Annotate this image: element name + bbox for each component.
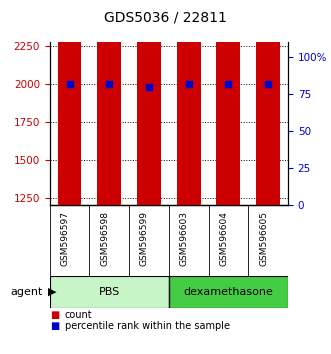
Bar bbox=[137, 0, 161, 205]
Point bbox=[186, 81, 191, 87]
Text: GSM596603: GSM596603 bbox=[180, 211, 189, 266]
Bar bbox=[97, 0, 121, 205]
Bar bbox=[256, 138, 280, 354]
Text: GSM596597: GSM596597 bbox=[61, 211, 70, 266]
Point bbox=[265, 81, 271, 87]
Point bbox=[146, 84, 152, 90]
Bar bbox=[97, 57, 121, 354]
Bar bbox=[177, 0, 201, 205]
Text: ▶: ▶ bbox=[48, 287, 57, 297]
Bar bbox=[177, 173, 201, 354]
Text: ■: ■ bbox=[50, 321, 59, 331]
Bar bbox=[256, 0, 280, 205]
Text: ■: ■ bbox=[50, 310, 59, 320]
Text: GSM596598: GSM596598 bbox=[100, 211, 109, 266]
Bar bbox=[58, 190, 81, 354]
Point bbox=[107, 81, 112, 87]
Bar bbox=[216, 138, 240, 354]
Bar bbox=[216, 0, 240, 205]
Bar bbox=[137, 181, 161, 354]
Text: percentile rank within the sample: percentile rank within the sample bbox=[65, 321, 229, 331]
Bar bbox=[169, 276, 288, 308]
Text: count: count bbox=[65, 310, 92, 320]
Point bbox=[67, 81, 72, 87]
Text: agent: agent bbox=[11, 287, 43, 297]
Text: GSM596599: GSM596599 bbox=[140, 211, 149, 266]
Text: GSM596604: GSM596604 bbox=[219, 211, 228, 266]
Point bbox=[226, 81, 231, 87]
Text: GSM596605: GSM596605 bbox=[259, 211, 268, 266]
Bar bbox=[50, 276, 169, 308]
Bar bbox=[58, 7, 81, 205]
Text: PBS: PBS bbox=[99, 287, 120, 297]
Text: dexamethasone: dexamethasone bbox=[183, 287, 273, 297]
Text: GDS5036 / 22811: GDS5036 / 22811 bbox=[104, 11, 227, 25]
